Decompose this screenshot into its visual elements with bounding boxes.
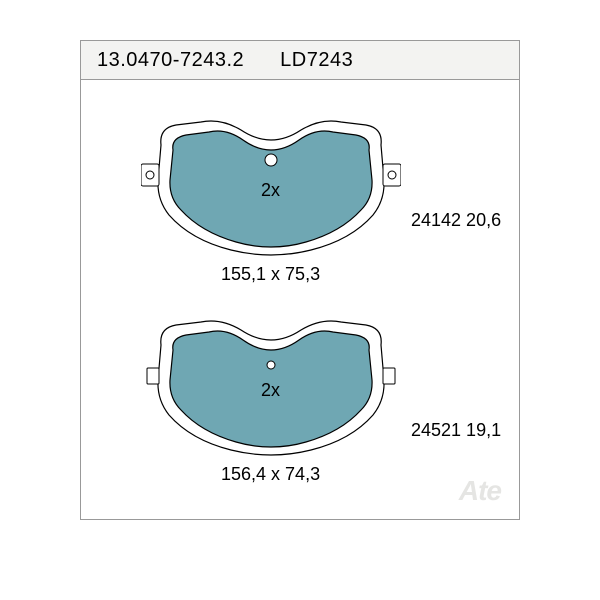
upper-pad-side-code: 24142 20,6	[411, 210, 501, 231]
diagram-area: 2x 155,1 x 75,3 24142 20,6 2x 156,4 x 74…	[80, 80, 520, 520]
upper-pad-dimensions: 155,1 x 75,3	[221, 264, 320, 285]
brand-logo: Ate	[459, 475, 501, 507]
short-code: LD7243	[244, 49, 353, 72]
lower-pad-dimensions: 156,4 x 74,3	[221, 464, 320, 485]
lower-pad-side-code: 24521 19,1	[411, 420, 501, 441]
lower-pad-qty: 2x	[261, 380, 280, 401]
upper-pad-qty: 2x	[261, 180, 280, 201]
part-number: 13.0470-7243.2	[81, 49, 244, 72]
header-bar: 13.0470-7243.2 LD7243	[80, 40, 520, 80]
canvas: 13.0470-7243.2 LD7243 2x 155,1 x 75,3 24…	[0, 0, 600, 600]
